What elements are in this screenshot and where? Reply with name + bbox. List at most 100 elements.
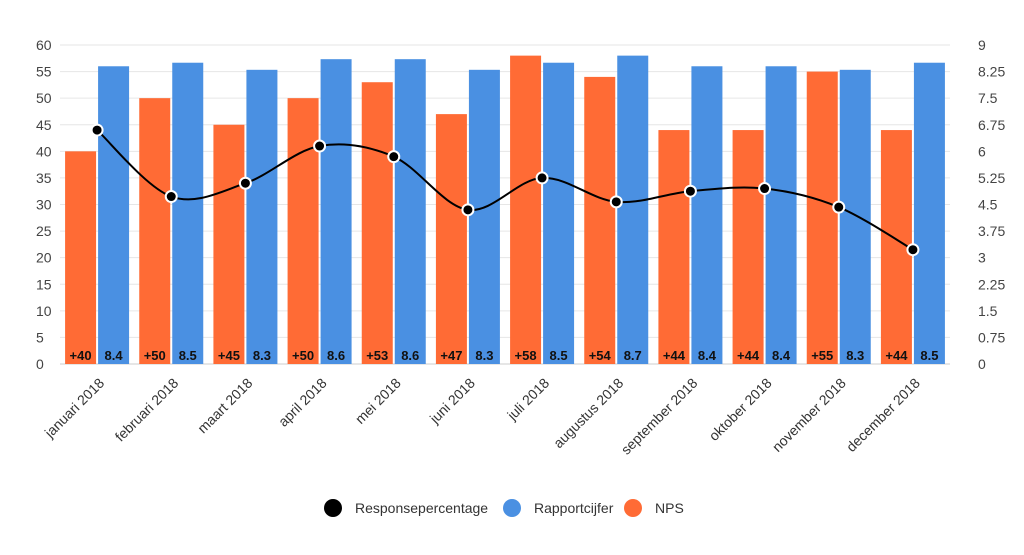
y-right-tick-label: 7.5 xyxy=(978,90,998,106)
nps-bar xyxy=(361,82,393,364)
nps-data-label: +50 xyxy=(292,348,314,363)
responsepercentage-point xyxy=(238,176,252,190)
rapportcijfer-bar xyxy=(913,62,945,364)
nps-bar xyxy=(732,130,764,364)
rapportcijfer-data-label: 8.5 xyxy=(179,348,197,363)
nps-data-label: +44 xyxy=(663,348,686,363)
legend-label: NPS xyxy=(655,500,684,516)
rapportcijfer-bar xyxy=(98,66,130,365)
responsepercentage-point xyxy=(758,182,772,196)
responsepercentage-point xyxy=(313,139,327,153)
responsepercentage-point xyxy=(387,150,401,164)
y-right-tick-label: 1.5 xyxy=(978,303,998,319)
y-left-tick-label: 30 xyxy=(36,197,52,213)
rapportcijfer-data-label: 8.3 xyxy=(475,348,493,363)
responsepercentage-point xyxy=(832,200,846,214)
responsepercentage-point xyxy=(164,190,178,204)
nps-data-label: +50 xyxy=(144,348,166,363)
nps-data-label: +47 xyxy=(440,348,462,363)
x-tick-label: april 2018 xyxy=(275,375,330,430)
rapportcijfer-data-label: 8.6 xyxy=(327,348,345,363)
y-right-tick-label: 3 xyxy=(978,250,986,266)
rapportcijfer-bar xyxy=(765,66,797,365)
nps-data-label: +53 xyxy=(366,348,388,363)
y-left-tick-label: 45 xyxy=(36,117,52,133)
x-tick-label: september 2018 xyxy=(618,375,701,458)
y-left-tick-label: 60 xyxy=(36,37,52,53)
nps-bar xyxy=(510,55,542,365)
rapportcijfer-bar xyxy=(394,59,426,365)
x-tick-label: februari 2018 xyxy=(112,375,182,445)
x-tick-label: januari 2018 xyxy=(41,375,108,442)
nps-bar xyxy=(139,98,171,365)
responsepercentage-point xyxy=(609,195,623,209)
rapportcijfer-data-label: 8.5 xyxy=(920,348,938,363)
x-tick-label: juni 2018 xyxy=(426,375,478,427)
nps-bar xyxy=(658,130,690,364)
legend-label: Rapportcijfer xyxy=(534,500,614,516)
legend-item: Responsepercentage xyxy=(324,499,488,517)
y-left-tick-label: 5 xyxy=(36,329,44,345)
y-left-tick-label: 0 xyxy=(36,356,44,372)
legend-item: Rapportcijfer xyxy=(503,499,614,517)
y-right-tick-label: 6.75 xyxy=(978,117,1005,133)
nps-bar xyxy=(584,76,616,365)
y-left-tick-label: 40 xyxy=(36,143,52,159)
rapportcijfer-data-label: 8.3 xyxy=(253,348,271,363)
nps-data-label: +58 xyxy=(515,348,537,363)
legend-label: Responsepercentage xyxy=(355,500,488,516)
rapportcijfer-bar xyxy=(172,62,204,364)
nps-bar xyxy=(435,114,467,364)
y-right-tick-label: 0.75 xyxy=(978,329,1005,345)
x-tick-label: mei 2018 xyxy=(352,375,404,427)
rapportcijfer-bar xyxy=(839,69,871,365)
x-tick-label: oktober 2018 xyxy=(706,375,775,444)
y-left-tick-label: 15 xyxy=(36,276,52,292)
nps-bar xyxy=(213,124,245,364)
y-left-tick-label: 25 xyxy=(36,223,52,239)
y-right-tick-label: 4.5 xyxy=(978,197,998,213)
nps-data-label: +44 xyxy=(737,348,760,363)
legend-marker xyxy=(324,499,342,517)
nps-data-label: +55 xyxy=(811,348,833,363)
responsepercentage-point xyxy=(461,203,475,217)
x-tick-label: augustus 2018 xyxy=(550,375,626,451)
y-right-tick-label: 6 xyxy=(978,143,986,159)
y-left-tick-label: 50 xyxy=(36,90,52,106)
responsepercentage-point xyxy=(535,171,549,185)
x-tick-label: november 2018 xyxy=(769,375,849,455)
y-right-tick-label: 2.25 xyxy=(978,276,1005,292)
rapportcijfer-data-label: 8.6 xyxy=(401,348,419,363)
rapportcijfer-data-label: 8.5 xyxy=(550,348,568,363)
x-tick-label: juli 2018 xyxy=(503,375,552,424)
rapportcijfer-bar xyxy=(543,62,575,364)
y-right-tick-label: 8.25 xyxy=(978,64,1005,80)
rapportcijfer-data-label: 8.7 xyxy=(624,348,642,363)
nps-bar xyxy=(65,151,97,364)
rapportcijfer-data-label: 8.4 xyxy=(105,348,124,363)
y-left-tick-label: 35 xyxy=(36,170,52,186)
nps-bar xyxy=(287,98,319,365)
x-tick-label: december 2018 xyxy=(843,375,923,455)
y-right-tick-label: 3.75 xyxy=(978,223,1005,239)
rapportcijfer-bar xyxy=(320,59,352,365)
responsepercentage-point xyxy=(906,243,920,257)
y-right-tick-label: 5.25 xyxy=(978,170,1005,186)
rapportcijfer-bar xyxy=(246,69,278,365)
legend-marker xyxy=(624,499,642,517)
nps-data-label: +45 xyxy=(218,348,240,363)
nps-data-label: +44 xyxy=(885,348,908,363)
legend-item: NPS xyxy=(624,499,684,517)
nps-data-label: +54 xyxy=(589,348,612,363)
responsepercentage-point xyxy=(90,123,104,137)
legend-marker xyxy=(503,499,521,517)
y-left-tick-label: 55 xyxy=(36,64,52,80)
y-right-tick-label: 9 xyxy=(978,37,986,53)
responsepercentage-point xyxy=(683,184,697,198)
rapportcijfer-bar xyxy=(468,69,500,365)
rapportcijfer-bar xyxy=(617,55,649,365)
nps-bar xyxy=(806,71,838,364)
rapportcijfer-data-label: 8.4 xyxy=(772,348,791,363)
